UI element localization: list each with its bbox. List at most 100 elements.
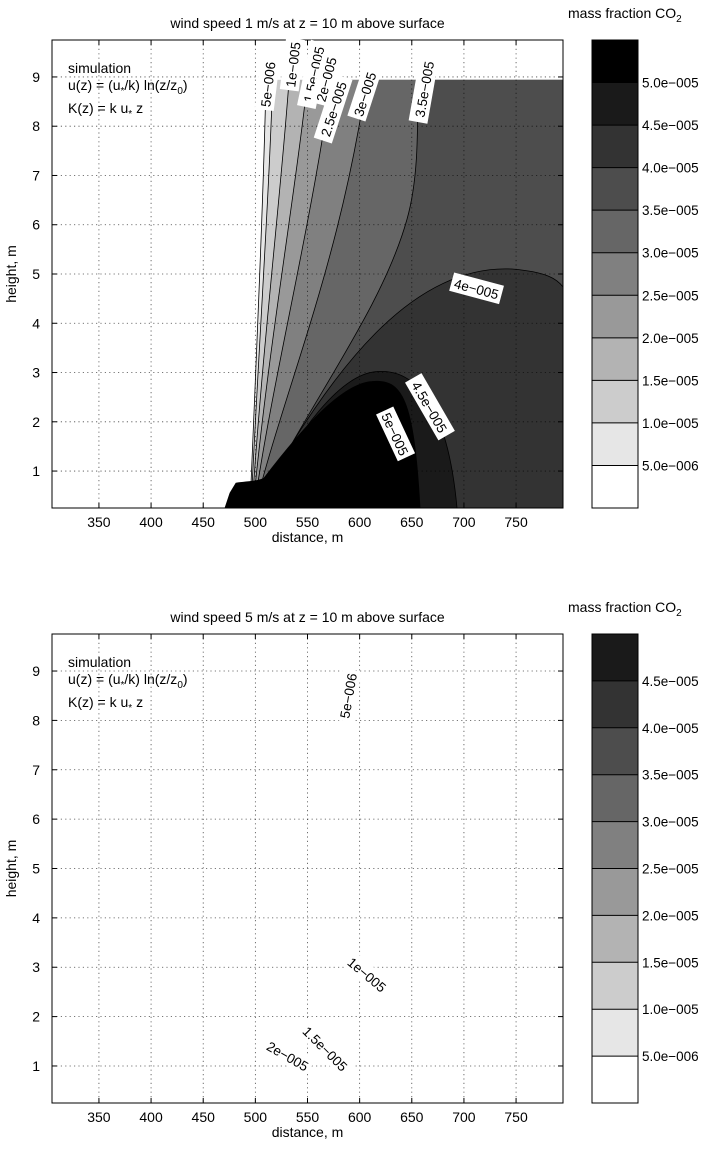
contour-label-box xyxy=(309,51,342,107)
y-tick-label: 3 xyxy=(32,365,40,381)
colorbar-swatch xyxy=(592,1009,638,1057)
y-tick-label: 4 xyxy=(32,315,40,331)
colorbar-swatch xyxy=(592,295,638,338)
contour-panel-1: 350 400 450 500 550 600 650 700 750 1 2 3 4 5 6 7 8 9 wind… xyxy=(3,5,699,545)
contour-label-box xyxy=(449,272,504,305)
x-tick-label: 600 xyxy=(348,1109,372,1125)
x-tick-label: 750 xyxy=(504,1109,528,1125)
colorbar-tick-label: 1.5e−005 xyxy=(642,373,699,388)
y-axis-label: height, m xyxy=(3,840,19,898)
x-tick-label: 750 xyxy=(504,514,528,530)
x-tick-label: 500 xyxy=(244,1109,268,1125)
x-tick-label: 350 xyxy=(87,1109,111,1125)
colorbar-tick-label: 3.5e−005 xyxy=(642,768,699,783)
x-axis-label: distance, m xyxy=(272,529,344,545)
annotation-formula: K(z) = k u* z xyxy=(68,694,143,714)
colorbar-swatch xyxy=(592,821,638,869)
x-tick-label: 650 xyxy=(400,514,424,530)
contour-label-box xyxy=(333,668,362,723)
colorbar-swatch xyxy=(592,40,638,83)
y-tick-label: 5 xyxy=(32,266,40,282)
colorbar-swatch xyxy=(592,422,638,466)
y-tick-label: 3 xyxy=(32,959,40,975)
contour-label: 5e−006 xyxy=(254,57,280,112)
contour-band xyxy=(225,381,420,508)
colorbar-swatch xyxy=(592,1056,638,1103)
colorbar-frame xyxy=(591,39,639,509)
contour-label-box xyxy=(408,54,439,124)
x-tick-label: 700 xyxy=(452,514,476,530)
colorbar-swatch xyxy=(592,634,638,681)
annotation-formula: K(z) = k u* z xyxy=(68,100,143,120)
contour-label: 1e−005 xyxy=(279,37,305,92)
colorbar-tick-label: 3.5e−005 xyxy=(642,203,699,218)
colorbar-tick-label: 4.0e−005 xyxy=(642,161,699,176)
x-axis-label: distance, m xyxy=(272,1124,344,1140)
contour-label: 5e−006 xyxy=(333,668,362,723)
colorbar: 5.0e−006 1.0e−005 1.5e−005 2.0e−005 2.5e−005… xyxy=(568,599,699,1104)
colorbar-swatch xyxy=(592,915,638,963)
colorbar-swatch xyxy=(592,82,638,126)
x-tick-label: 400 xyxy=(139,514,163,530)
colorbar: 5.0e−006 1.0e−005 1.5e−005 2.0e−005 2.5e−005… xyxy=(568,5,699,509)
grid xyxy=(52,40,563,508)
colorbar-swatch xyxy=(592,680,638,728)
contour-label-box xyxy=(376,406,416,462)
colorbar-swatch xyxy=(592,210,638,253)
y-tick-label: 1 xyxy=(32,463,40,479)
annotation-formula: u(z) = (u*/k) ln(z/z0) xyxy=(68,77,188,97)
contour-label-box xyxy=(254,57,280,112)
y-tick-label: 8 xyxy=(32,712,40,728)
colorbar-tick-label: 5.0e−005 xyxy=(642,76,699,91)
colorbar-tick-label: 1.0e−005 xyxy=(642,416,699,431)
colorbar-title: mass fraction CO2 xyxy=(568,599,682,619)
y-tick-label: 5 xyxy=(32,861,40,877)
contour-label-box xyxy=(260,1034,316,1077)
x-tick-label: 450 xyxy=(192,514,216,530)
contour-label-box xyxy=(279,37,305,92)
colorbar-title: mass fraction CO2 xyxy=(568,5,682,25)
x-tick-label: 350 xyxy=(87,514,111,530)
y-tick-label: 7 xyxy=(32,167,40,183)
colorbar-swatch xyxy=(592,125,638,168)
chart-title: wind speed 1 m/s at z = 10 m above surfa… xyxy=(169,15,445,31)
contour-bands xyxy=(225,79,563,508)
colorbar-tick-label: 4.0e−005 xyxy=(642,721,699,736)
colorbar-tick-label: 2.5e−005 xyxy=(642,288,699,303)
colorbar-tick-label: 2.5e−005 xyxy=(642,862,699,877)
x-tick-label: 550 xyxy=(296,1109,320,1125)
y-axis-label: height, m xyxy=(3,245,19,303)
x-tick-label: 700 xyxy=(452,1109,476,1125)
contour-label-box xyxy=(341,950,394,999)
colorbar-tick-label: 1.5e−005 xyxy=(642,955,699,970)
contour-label-box xyxy=(347,66,382,122)
colorbar-tick-label: 2.0e−005 xyxy=(642,331,699,346)
contour-label-box xyxy=(313,74,353,144)
colorbar-swatch xyxy=(592,465,638,508)
contour-panel-2: 350 400 450 500 550 600 650 700 750 1 2 3 4 5 6 7 8 9 wind… xyxy=(3,599,699,1140)
annotation-line: simulation xyxy=(68,654,131,670)
y-tick-label: 1 xyxy=(32,1058,40,1074)
colorbar-swatch xyxy=(592,380,638,423)
colorbar-swatch xyxy=(592,167,638,211)
contour-label-box xyxy=(405,373,455,441)
colorbar-swatch xyxy=(592,727,638,775)
colorbar-swatch xyxy=(592,337,638,381)
x-tick-label: 600 xyxy=(348,514,372,530)
contour-label-box xyxy=(295,1018,356,1079)
y-tick-label: 2 xyxy=(32,1009,40,1025)
x-tick-label: 450 xyxy=(192,1109,216,1125)
colorbar-tick-label: 5.0e−006 xyxy=(642,1049,699,1064)
chart-title: wind speed 5 m/s at z = 10 m above surfa… xyxy=(169,609,445,625)
colorbar-tick-label: 2.0e−005 xyxy=(642,908,699,923)
y-tick-label: 9 xyxy=(32,663,40,679)
contour-label-text: 1e−005 xyxy=(283,41,303,88)
colorbar-swatch xyxy=(592,868,638,916)
colorbar-tick-label: 3.0e−005 xyxy=(642,246,699,261)
colorbar-tick-label: 5.0e−006 xyxy=(642,458,699,473)
y-tick-label: 6 xyxy=(32,217,40,233)
y-tick-label: 7 xyxy=(32,762,40,778)
x-tick-label: 550 xyxy=(296,514,320,530)
contour-label-text: 5e−006 xyxy=(258,61,278,108)
